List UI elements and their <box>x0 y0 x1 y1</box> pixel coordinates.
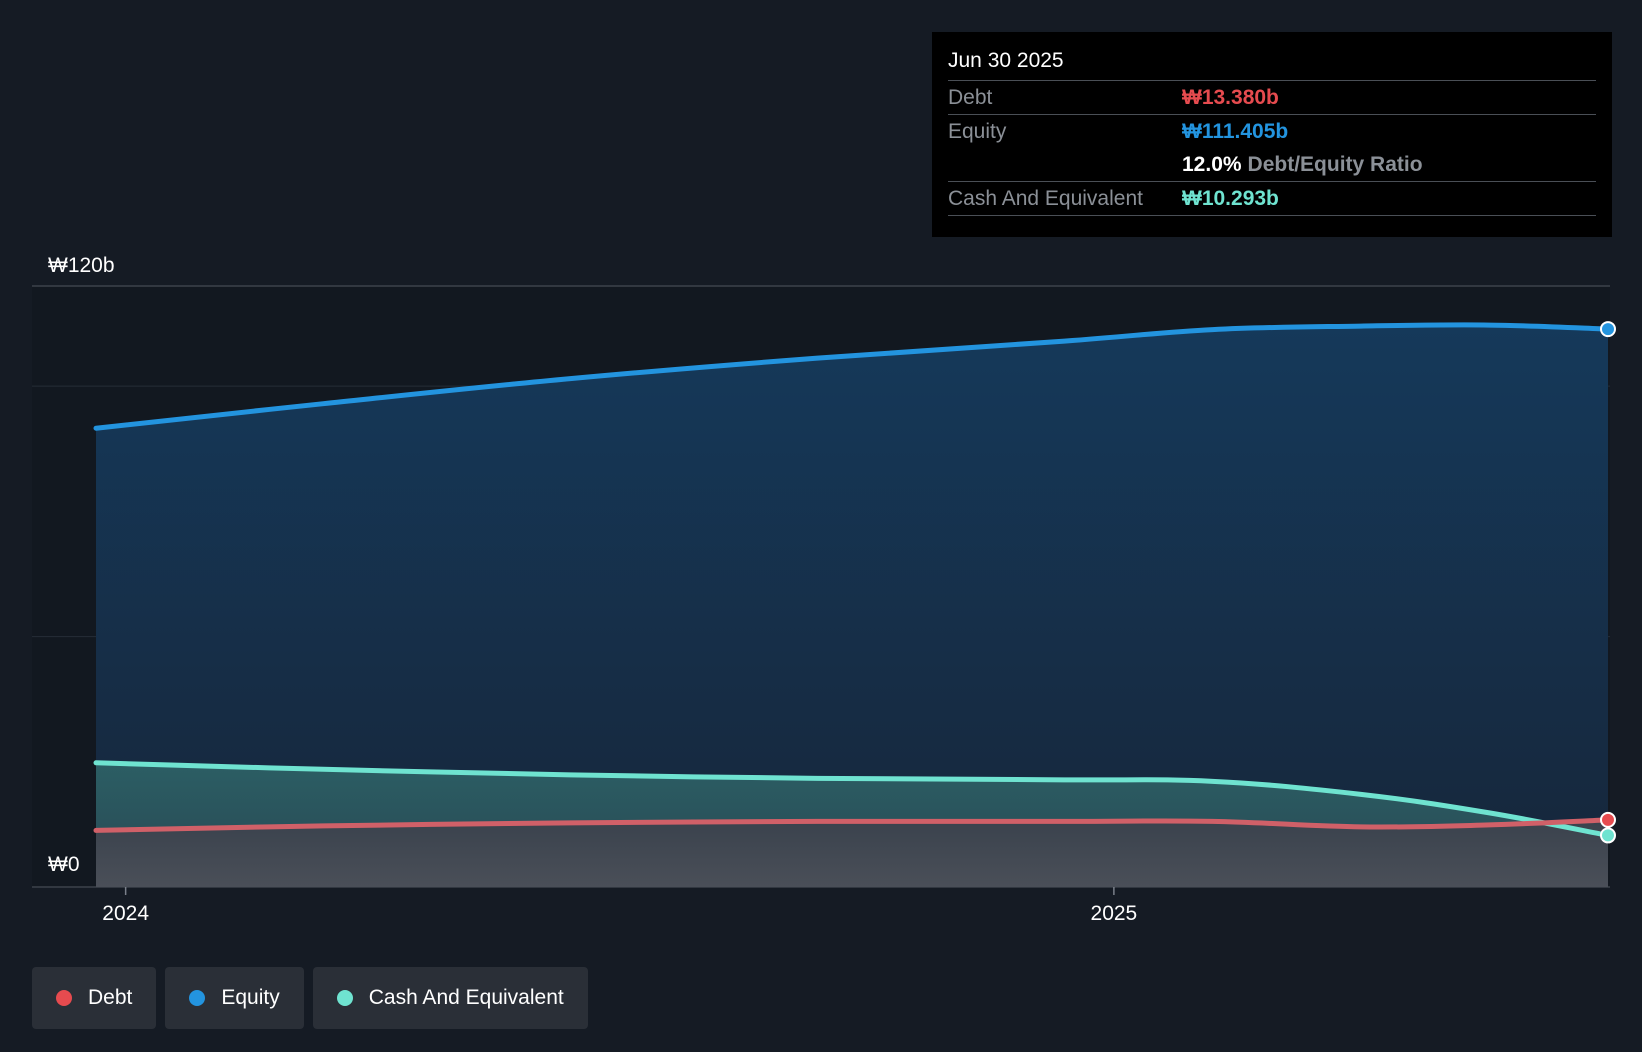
axis-layer: ₩120b ₩0 2024 2025 <box>48 254 1137 925</box>
legend-item-cash[interactable]: Cash And Equivalent <box>312 967 588 1029</box>
equity-endpoint[interactable] <box>1600 321 1616 338</box>
line-layer <box>93 322 1611 838</box>
tooltip-date: Jun 30 2025 <box>948 46 1596 81</box>
tooltip-equity-label: Equity <box>948 119 1007 143</box>
legend: Debt Equity Cash And Equivalent <box>32 967 588 1029</box>
legend-debt-label: Debt <box>88 986 133 1009</box>
legend-item-equity[interactable]: Equity <box>165 967 304 1029</box>
x-tick-label: 2025 <box>1091 902 1138 925</box>
y-tick-label: ₩0 <box>48 853 80 876</box>
tooltip-ratio-label: Debt/Equity Ratio <box>1247 152 1423 176</box>
tooltip-debt-row: Debt ₩13.380b <box>948 81 1596 115</box>
legend-cash-label: Cash And Equivalent <box>368 986 564 1009</box>
debt-line <box>93 817 1611 833</box>
cash-endpoint[interactable] <box>1600 827 1616 844</box>
y-tick-label: ₩120b <box>48 254 115 277</box>
debt-area <box>96 819 1608 887</box>
equity-area <box>96 324 1608 887</box>
tooltip-equity-row: Equity ₩111.405b <box>948 115 1596 148</box>
cash-line <box>93 760 1611 838</box>
tooltip-panel: Jun 30 2025 Debt ₩13.380b Equity ₩111.40… <box>932 32 1612 237</box>
legend-item-debt[interactable]: Debt <box>32 967 157 1029</box>
cash-dot-icon <box>336 990 353 1006</box>
x-tick-label: 2024 <box>102 902 149 925</box>
tooltip-cash-row: Cash And Equivalent ₩10.293b <box>948 182 1596 216</box>
debt-endpoint[interactable] <box>1600 811 1616 828</box>
legend-equity-label: Equity <box>221 986 280 1009</box>
equity-dot-icon <box>189 990 206 1006</box>
tooltip-ratio-row: 12.0% Debt/Equity Ratio <box>948 148 1596 182</box>
debt-dot-icon <box>56 990 72 1006</box>
tooltip-equity-value: ₩111.405b <box>1182 119 1289 143</box>
tooltip-cash-value: ₩10.293b <box>1182 186 1279 210</box>
tooltip-cash-label: Cash And Equivalent <box>948 186 1143 210</box>
area-layer <box>96 324 1608 887</box>
tooltip-ratio-value: 12.0% <box>1182 152 1242 176</box>
point-layer <box>1600 321 1616 844</box>
equity-line <box>93 322 1611 431</box>
tooltip-debt-label: Debt <box>948 85 993 109</box>
tooltip-debt-value: ₩13.380b <box>1182 85 1279 109</box>
